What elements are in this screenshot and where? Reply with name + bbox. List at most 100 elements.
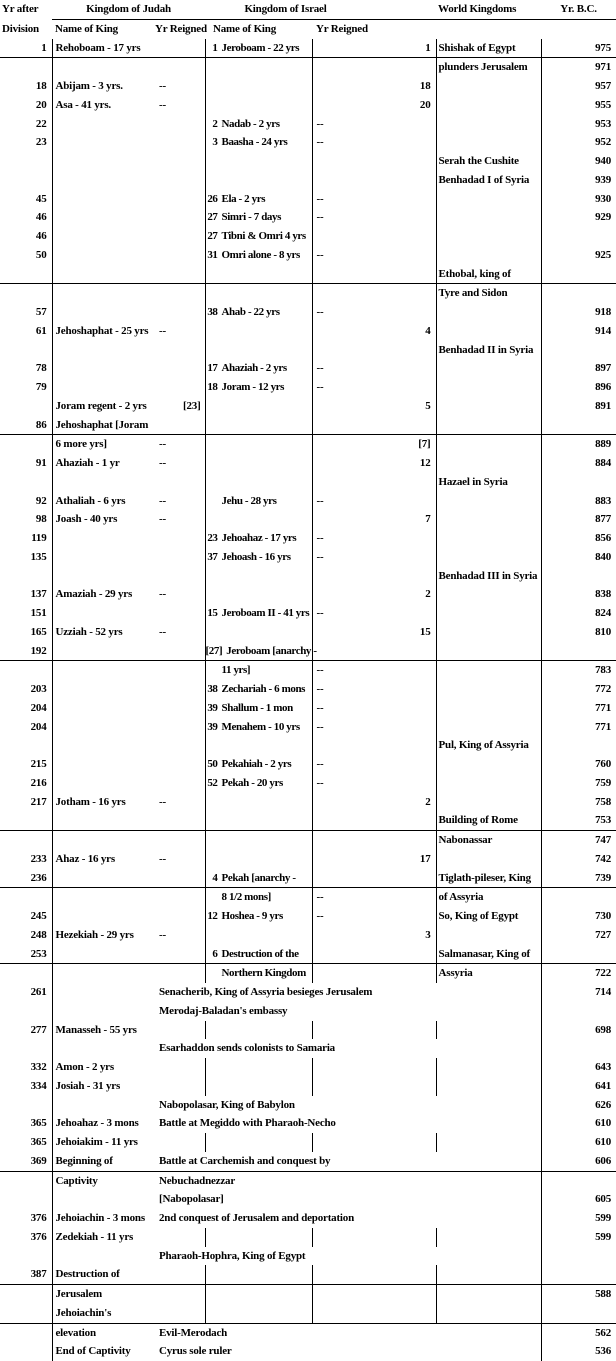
israel-king-name: [218, 1307, 222, 1319]
judah-king-cell: Athaliah - 6 yrs: [52, 492, 153, 511]
judah-king-cell: 6 more yrs]: [52, 435, 153, 454]
israel-king-name: Ahab - 22 yrs: [218, 306, 280, 318]
yr-after-division-cell: 203: [0, 680, 52, 699]
yr-after-division-cell: 236: [0, 869, 52, 888]
judah-king-cell: [52, 736, 153, 755]
bc-year-cell: 739: [541, 869, 616, 888]
world-kingdoms-cell: Tyre and Sidon: [436, 284, 541, 303]
israel-yr-reigned-cell: 2: [312, 585, 436, 604]
judah-king-cell: [52, 1190, 153, 1209]
israel-king-name: Ahaziah - 2 yrs: [218, 362, 287, 374]
world-kingdoms-cell: [436, 416, 541, 435]
judah-yr-reigned-cell: [153, 604, 205, 623]
israel-yr-reigned-cell: [312, 1133, 436, 1152]
bc-year-cell: [541, 1171, 616, 1190]
bc-year-cell: 877: [541, 510, 616, 529]
israel-yr-reigned-cell: 3: [312, 926, 436, 945]
table-row: Benhadad II in Syria: [0, 341, 616, 360]
bc-year-cell: [541, 341, 616, 360]
bc-year-cell: 783: [541, 661, 616, 680]
yr-after-division-cell: 22: [0, 115, 52, 134]
col-header-world-kingdoms: World Kingdoms: [436, 0, 541, 19]
world-kingdoms-cell: [436, 755, 541, 774]
judah-yr-reigned-cell: [153, 774, 205, 793]
world-kingdoms-cell: [436, 680, 541, 699]
bc-year-cell: 536: [541, 1342, 616, 1361]
israel-king-name: [218, 814, 222, 826]
israel-king-name: Pekah - 20 yrs: [218, 777, 283, 789]
yr-after-division-cell: 216: [0, 774, 52, 793]
israel-king-cell: [205, 341, 312, 360]
bc-year-cell: [541, 416, 616, 435]
judah-king-cell: [52, 604, 153, 623]
judah-yr-reigned-cell: --: [153, 793, 205, 812]
israel-king-cell: [205, 473, 312, 492]
israel-king-cell: Northern Kingdom: [205, 964, 312, 983]
bc-year-cell: 971: [541, 58, 616, 77]
israel-yr-reigned-cell: [312, 171, 436, 190]
israel-yr-reigned-cell: [312, 945, 436, 964]
yr-after-division-cell: [0, 661, 52, 680]
israel-yr-reigned-cell: [312, 265, 436, 284]
israel-yr-reigned-cell: [312, 1077, 436, 1096]
israel-king-name: [218, 570, 222, 582]
table-row: 11 yrs]--783: [0, 661, 616, 680]
judah-king-cell: [52, 718, 153, 737]
yr-after-division-cell: 23: [0, 133, 52, 152]
world-kingdoms-cell: [436, 227, 541, 246]
israel-king-name: Joram - 12 yrs: [218, 381, 285, 393]
yr-after-division-cell: 61: [0, 322, 52, 341]
world-kingdoms-cell: Pul, King of Assyria: [436, 736, 541, 755]
yr-after-division-cell: [0, 435, 52, 454]
israel-yr-reigned-cell: [312, 284, 436, 303]
world-kingdoms-cell: [436, 208, 541, 227]
yr-after-division-cell: [0, 265, 52, 284]
bc-year-cell: [541, 1304, 616, 1323]
israel-king-name: [218, 400, 222, 412]
israel-king-name: Pekahiah - 2 yrs: [218, 758, 292, 770]
israel-king-name: [218, 513, 222, 525]
bc-year-cell: 698: [541, 1021, 616, 1040]
world-kingdoms-cell: Salmanasar, King of: [436, 945, 541, 964]
israel-yr-reigned-cell: [312, 473, 436, 492]
world-kingdoms-cell: Building of Rome: [436, 811, 541, 830]
table-header: Yr after Kingdom of Judah Kingdom of Isr…: [0, 0, 616, 39]
israel-yr-reigned-cell: --: [312, 774, 436, 793]
israel-king-name: Ela - 2 yrs: [218, 193, 266, 205]
judah-yr-reigned-cell: [153, 680, 205, 699]
israel-accession-year: 1: [206, 39, 218, 58]
bc-year-cell: 747: [541, 831, 616, 850]
israel-king-cell: [205, 1285, 312, 1304]
judah-yr-reigned-cell: [153, 1265, 205, 1284]
col-header-judah-name-of-king: Name of King: [52, 19, 153, 38]
judah-king-cell: Josiah - 31 yrs: [52, 1077, 153, 1096]
judah-yr-reigned-cell: [153, 246, 205, 265]
bc-year-cell: 925: [541, 246, 616, 265]
israel-yr-reigned-cell: [312, 1058, 436, 1077]
bc-year-cell: 940: [541, 152, 616, 171]
judah-yr-reigned-cell: [153, 1077, 205, 1096]
israel-yr-reigned-cell: 2: [312, 793, 436, 812]
bc-year-cell: [541, 265, 616, 284]
yr-after-division-cell: 369: [0, 1152, 52, 1171]
yr-after-division-cell: [0, 152, 52, 171]
israel-yr-reigned-cell: [312, 964, 436, 983]
israel-yr-reigned-cell: --: [312, 529, 436, 548]
judah-king-cell: Amaziah - 29 yrs: [52, 585, 153, 604]
israel-yr-reigned-cell: [312, 416, 436, 435]
bc-year-cell: 929: [541, 208, 616, 227]
world-kingdoms-cell: [436, 604, 541, 623]
judah-king-cell: Ahaz - 16 yrs: [52, 850, 153, 869]
world-event-cell: [Nabopolasar]: [153, 1190, 541, 1209]
